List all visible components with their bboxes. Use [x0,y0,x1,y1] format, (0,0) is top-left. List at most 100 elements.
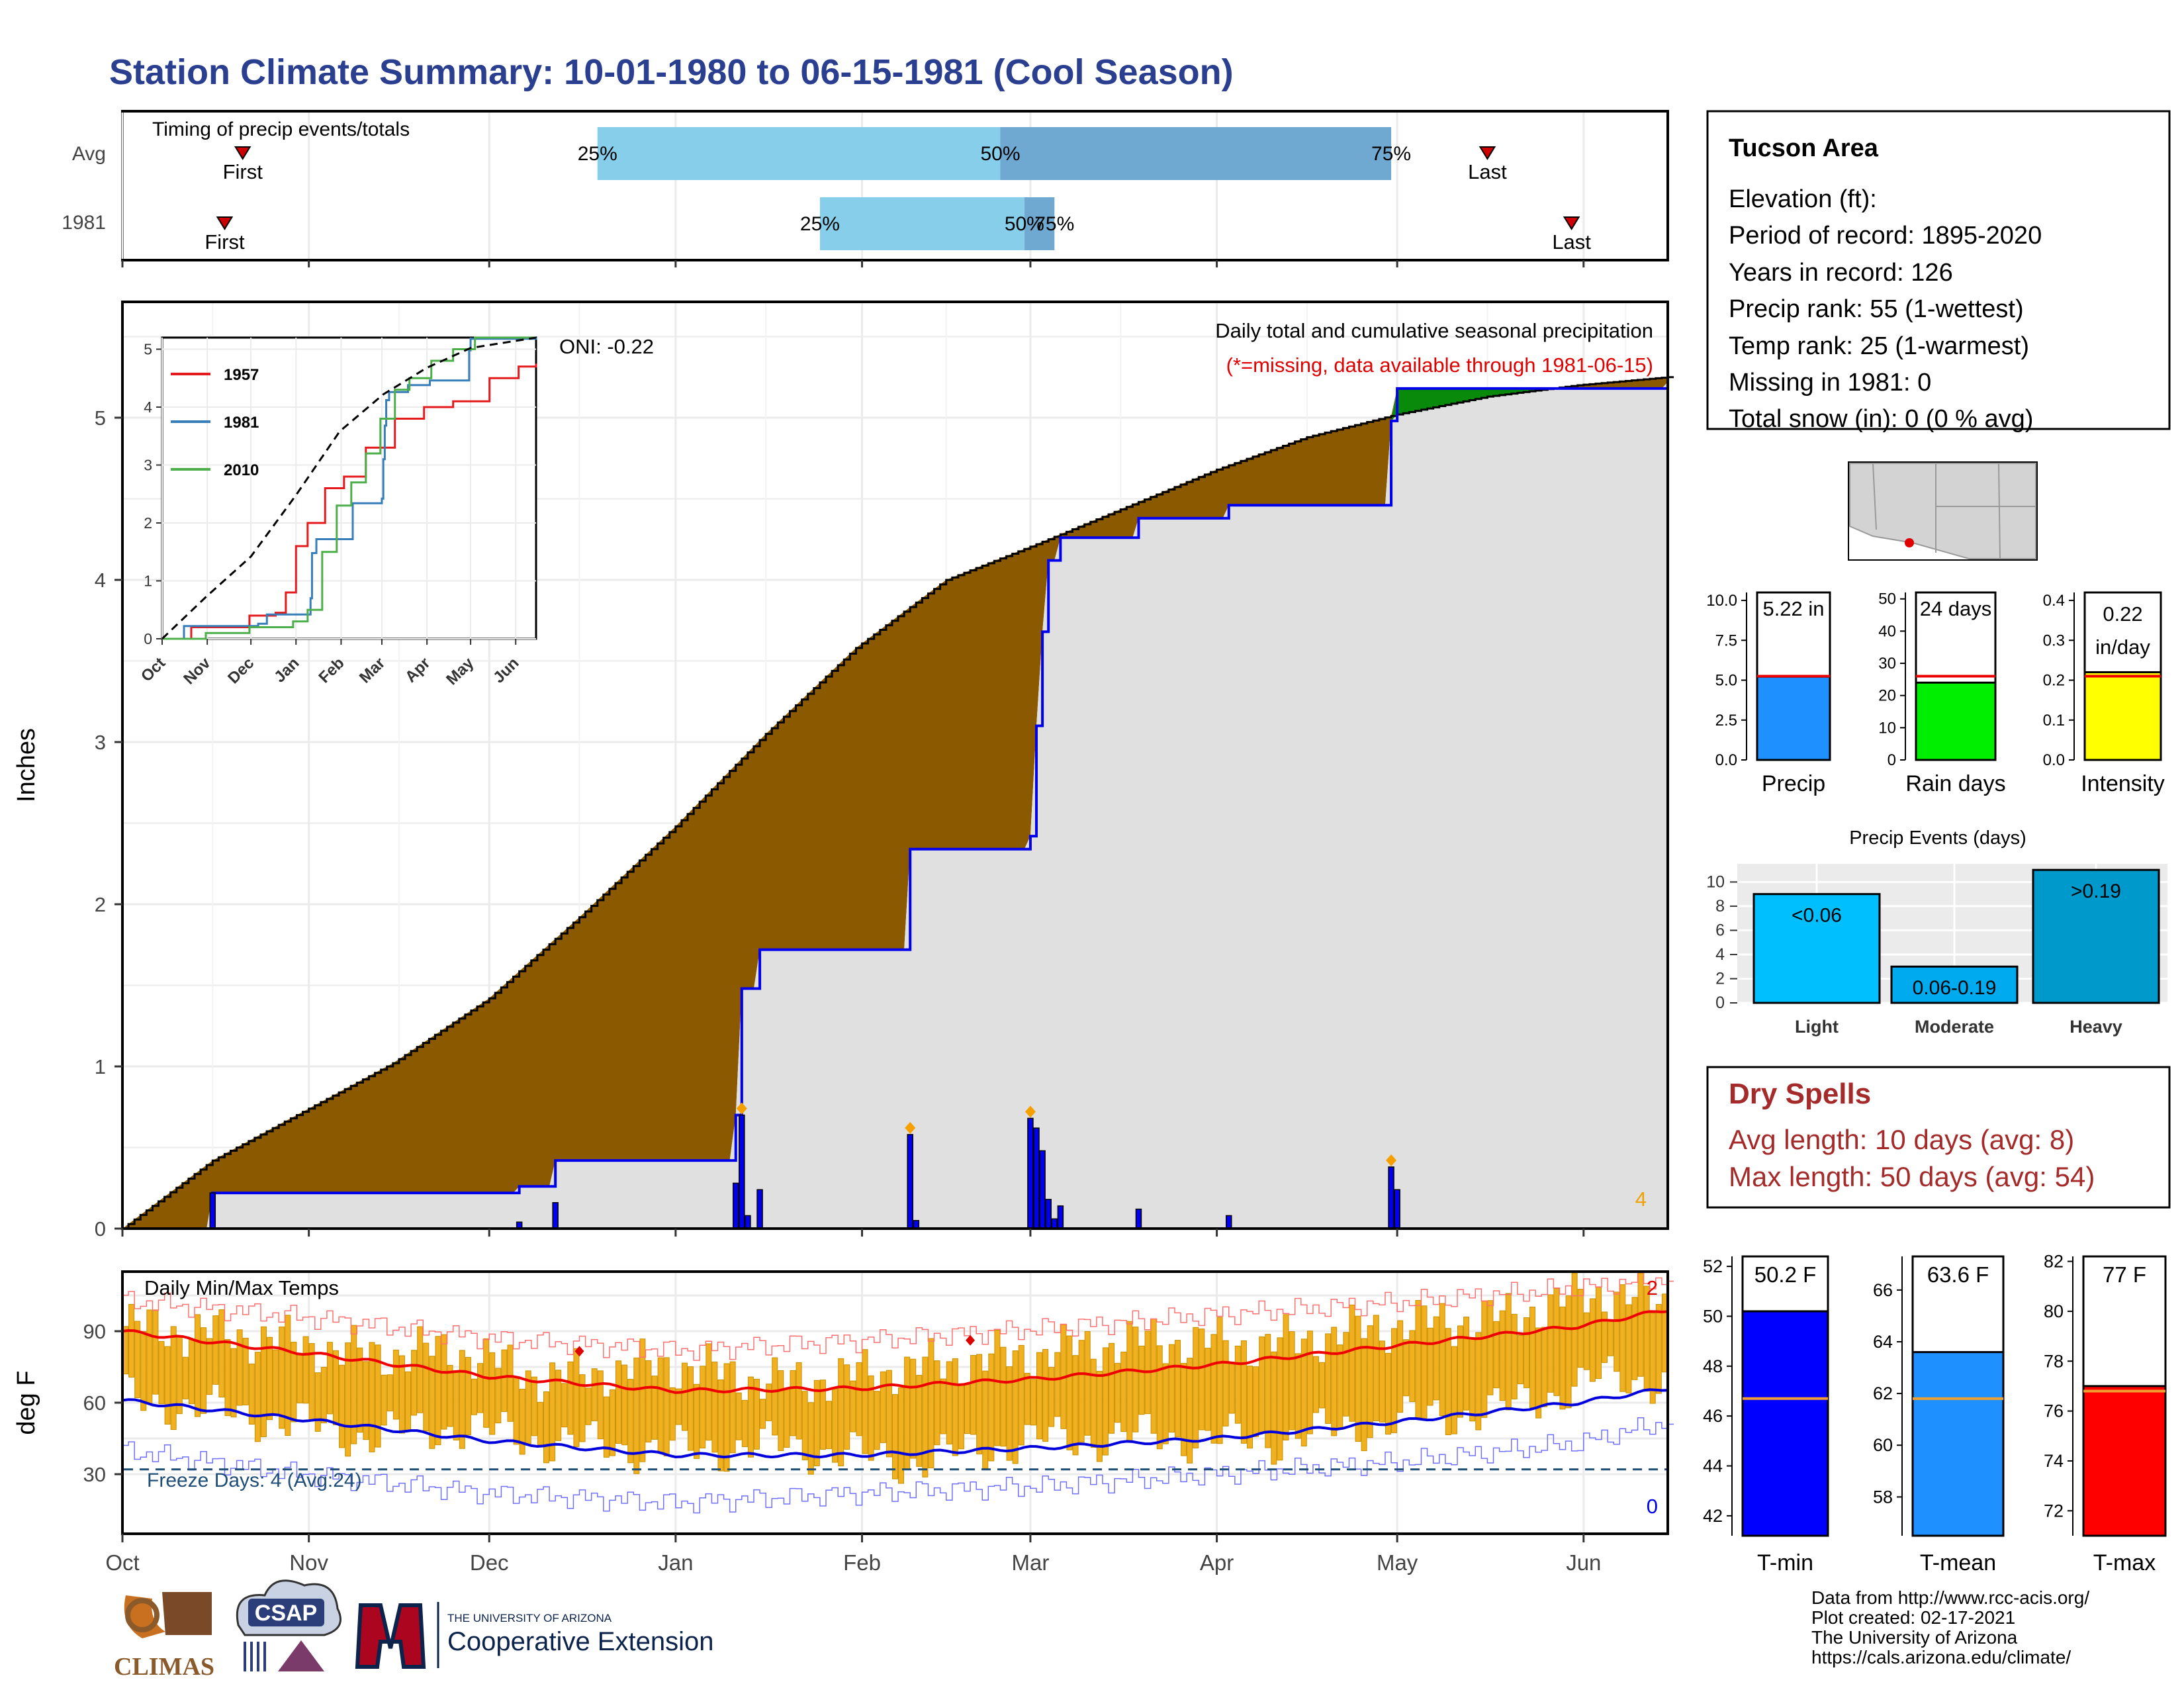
flagged-day-marker [1024,1105,1036,1118]
daily-precip-bar [1388,1166,1394,1229]
daily-temp-bar [429,1356,435,1449]
daily-temp-bar [230,1348,237,1418]
temp-y-tick-label: 90 [83,1320,106,1343]
average-cumulative-line [122,376,1674,1230]
daily-temp-bar [1608,1319,1614,1356]
daily-temp-bar [1421,1305,1428,1420]
daily-temp-bar [158,1340,165,1405]
daily-temp-bar [519,1389,525,1455]
daily-temp-bar [248,1363,255,1425]
daily-precip-bar [1039,1150,1046,1229]
temp-panel: 30 60 90 deg F Daily Min/Max Temps Freeze … [13,1270,1674,1535]
climas-block [162,1592,212,1635]
daily-temp-bar [1210,1334,1217,1444]
tbar-y-tick-label: 80 [2044,1301,2064,1321]
daily-temp-bar [146,1309,153,1404]
daily-temp-bar [778,1370,784,1451]
month-label: Dec [470,1550,509,1575]
daily-temp-bar [1499,1310,1506,1401]
daily-temp-bar [1162,1363,1169,1444]
month-label: Jan [658,1550,693,1575]
daily-temp-bar [741,1399,748,1448]
tbar-label: T-max [2093,1550,2156,1575]
daily-temp-bar [332,1350,339,1425]
tbar-value-text: 63.6 F [1927,1262,1989,1287]
daily-temp-bar [417,1326,424,1413]
daily-temp-bar [164,1346,171,1425]
map-states [1849,463,2036,559]
daily-temp-bar [1602,1311,1608,1363]
daily-temp-bar [1036,1352,1043,1440]
tbar-y-tick-label: 66 [1873,1280,1893,1300]
daily-temp-bar [152,1309,159,1395]
daily-temp-bar [363,1361,369,1440]
daily-temp-bar [663,1357,670,1457]
footer-line: Data from http://www.rcc-acis.org/ [1811,1587,2089,1608]
flagged-day-marker [736,1102,747,1115]
daily-temp-bar [206,1338,213,1395]
daily-temp-bar [1457,1325,1464,1418]
precip-y-tick-label: 1 [95,1055,106,1078]
csap-logo: CSAP [236,1579,341,1671]
daily-temp-bar [850,1380,856,1432]
month-label: Feb [843,1550,881,1575]
daily-temp-bar [1529,1306,1536,1409]
timing-q50-label: 50% [1005,213,1044,235]
mini-y-tick-label: 0.0 [2043,751,2065,769]
footer-line: Plot created: 02-17-2021 [1811,1607,2015,1628]
daily-temp-bar [1343,1332,1349,1417]
daily-precip-bar [739,1114,745,1229]
tbar-y-tick-label: 76 [2044,1401,2064,1421]
daily-temp-bar [254,1352,261,1442]
mini-y-tick-label: 7.5 [1715,632,1737,649]
mini-y-tick-label: 0 [1888,751,1896,769]
record-low-count: 0 [1647,1495,1658,1518]
precip-y-tick-label: 2 [95,893,106,916]
precip-y-tick-label: 5 [95,406,106,430]
month-label: Nov [289,1550,328,1575]
timing-bar-25-50 [597,127,1001,180]
inset-y-tick-label: 4 [144,399,152,416]
daily-temp-bar [134,1321,141,1399]
month-label: Apr [1200,1550,1234,1575]
daily-temp-bar [459,1350,465,1449]
summary-line: Years in record: 126 [1729,259,1953,287]
inset-line-2010 [162,336,536,640]
daily-temp-bar [1403,1339,1410,1397]
timing-bar-50-75 [1000,127,1392,180]
station-location-dot [1905,538,1914,547]
daily-temp-bar [1000,1346,1007,1447]
daily-temp-bar [1216,1317,1223,1444]
climas-ring [125,1598,159,1632]
daily-temp-bar [1319,1362,1326,1409]
daily-temp-bar [988,1353,995,1462]
footer-line: https://cals.arizona.edu/climate/ [1811,1647,2071,1667]
daily-temp-bar [1469,1336,1476,1422]
month-label: Oct [105,1550,139,1575]
average-min-line [122,1388,1668,1459]
daily-temp-bar [1156,1345,1163,1450]
daily-temp-bar [1385,1352,1391,1435]
daily-temp-bar [128,1303,135,1378]
daily-temp-bar [320,1366,327,1424]
daily-temp-bar [1541,1327,1548,1407]
daily-temp-bar [1583,1312,1590,1370]
daily-temp-bar [1138,1345,1145,1415]
average-max-line [122,1310,1668,1394]
daily-temp-bar [1649,1313,1656,1404]
daily-temp-bar [1030,1379,1036,1426]
daily-temp-bar [513,1376,520,1445]
daily-temp-bar [1643,1286,1650,1392]
precip-panel: 0 1 2 3 4 5 Inches Daily total and cumulative… [13,301,1674,1241]
daily-temp-bar [645,1360,652,1443]
daily-temp-bar [1565,1295,1572,1409]
flagged-day-marker [905,1121,916,1134]
daily-temp-bar [1120,1351,1127,1432]
timing-first-label: First [205,230,245,254]
daily-temp-bar [1193,1327,1199,1448]
daily-temp-bar [1325,1333,1332,1424]
daily-temp-bar [1187,1358,1193,1464]
summary-line: Elevation (ft): [1729,185,1877,213]
daily-temp-bar [891,1394,898,1479]
daily-temp-bar [916,1375,923,1467]
